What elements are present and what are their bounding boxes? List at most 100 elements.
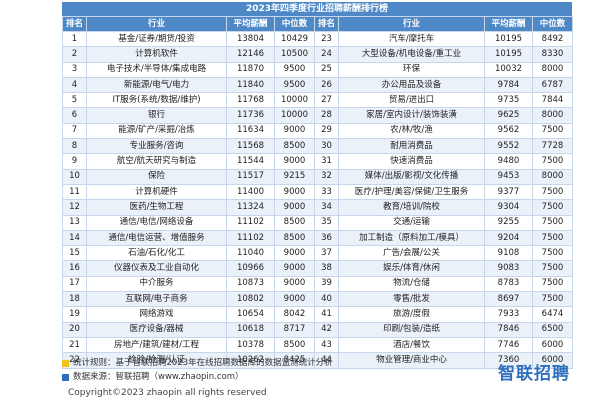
source-text: 数据来源：智联招聘（www.zhaopin.com） (73, 372, 244, 382)
cell-median: 7500 (532, 275, 573, 293)
cell-median: 7500 (532, 183, 573, 201)
cell-rank: 25 (314, 61, 339, 78)
cell-median: 8492 (532, 30, 573, 48)
cell-avg-salary: 9255 (484, 214, 533, 231)
cell-industry: 检验/检测/认证 (86, 352, 227, 369)
cell-median: 8330 (532, 46, 573, 63)
cell-rank: 9 (62, 153, 87, 170)
cell-median: 8500 (274, 138, 315, 155)
cell-rank: 8 (62, 138, 87, 155)
cell-median: 7500 (532, 229, 573, 247)
cell-industry: 计算机硬件 (86, 183, 227, 201)
cell-industry: 农/林/牧/渔 (338, 122, 485, 140)
cell-rank: 12 (62, 199, 87, 216)
cell-industry: 通信/电信/网络设备 (86, 214, 227, 231)
cell-avg-salary: 12146 (226, 46, 275, 63)
cell-avg-salary: 10195 (484, 46, 533, 63)
cell-median: 8717 (274, 321, 315, 338)
cell-industry: 汽车/摩托车 (338, 30, 485, 48)
cell-rank: 13 (62, 214, 87, 231)
cell-avg-salary: 11736 (226, 107, 275, 124)
cell-median: 9000 (274, 275, 315, 293)
cell-industry: 互联网/电子商务 (86, 291, 227, 308)
yellow-square-icon (62, 359, 69, 367)
table-row: 21 房地产/建筑/建材/工程 10378 8500 43 酒店/餐饮 7746 6000 (62, 336, 573, 354)
header-rank: 排名 (314, 16, 339, 32)
cell-median: 8000 (532, 61, 573, 78)
cell-rank: 2 (62, 46, 87, 63)
cell-avg-salary: 7360 (484, 352, 533, 369)
cell-avg-salary: 10378 (226, 336, 275, 354)
cell-median: 7500 (532, 245, 573, 262)
cell-avg-salary: 7846 (484, 321, 533, 338)
table-row: 13 通信/电信/网络设备 11102 8500 35 交通/运输 9255 7500 (62, 214, 573, 231)
cell-median: 8425 (274, 352, 315, 369)
cell-industry: 房地产/建筑/建材/工程 (86, 336, 227, 354)
cell-rank: 36 (314, 229, 339, 247)
cell-rank: 41 (314, 306, 339, 323)
cell-avg-salary: 11840 (226, 76, 275, 94)
table-row: 9 航空/航天研究与制造 11544 9000 31 快速消费品 9480 7500 (62, 153, 573, 170)
footer-notes: 统计规则：基于智联招聘2023年在线招聘数据库的数据监测统计分析 数据来源：智联… (62, 356, 582, 384)
cell-median: 7500 (532, 122, 573, 140)
cell-industry: 保险 (86, 168, 227, 185)
cell-rank: 4 (62, 76, 87, 94)
cell-rank: 31 (314, 153, 339, 170)
cell-avg-salary: 9083 (484, 260, 533, 277)
cell-median: 9000 (274, 260, 315, 277)
cell-industry: 医药/生物工程 (86, 199, 227, 216)
cell-median: 8000 (532, 107, 573, 124)
cell-median: 9000 (274, 122, 315, 140)
cell-industry: 快速消费品 (338, 153, 485, 170)
table-row: 20 医疗设备/器械 10618 8717 42 印刷/包装/造纸 7846 6500 (62, 321, 573, 338)
cell-rank: 6 (62, 107, 87, 124)
cell-rank: 19 (62, 306, 87, 323)
cell-rank: 14 (62, 229, 87, 247)
cell-industry: 计算机软件 (86, 46, 227, 63)
cell-industry: IT服务(系统/数据/维护) (86, 92, 227, 109)
cell-rank: 34 (314, 199, 339, 216)
cell-rank: 20 (62, 321, 87, 338)
cell-avg-salary: 10966 (226, 260, 275, 277)
cell-rank: 44 (314, 352, 339, 369)
cell-rank: 29 (314, 122, 339, 140)
table-row: 11 计算机硬件 11400 9000 33 医疗/护理/美容/保健/卫生服务 9377 75… (62, 183, 573, 201)
cell-industry: 贸易/进出口 (338, 92, 485, 109)
cell-avg-salary: 10802 (226, 291, 275, 308)
cell-median: 7500 (532, 214, 573, 231)
cell-avg-salary: 11544 (226, 153, 275, 170)
cell-avg-salary: 10262 (226, 352, 275, 369)
cell-avg-salary: 9735 (484, 92, 533, 109)
table-row: 8 专业服务/咨询 11568 8500 30 耐用消费品 9552 7728 (62, 138, 573, 155)
table-row: 7 能源/矿产/采掘/冶炼 11634 9000 29 农/林/牧/渔 9562 7500 (62, 122, 573, 140)
cell-median: 7500 (532, 153, 573, 170)
cell-industry: 网络游戏 (86, 306, 227, 323)
cell-median: 7500 (532, 260, 573, 277)
cell-industry: 大型设备/机电设备/重工业 (338, 46, 485, 63)
cell-avg-salary: 11517 (226, 168, 275, 185)
cell-avg-salary: 9480 (484, 153, 533, 170)
table-row: 1 基金/证券/期货/投资 13804 10429 23 汽车/摩托车 10195 8492 (62, 30, 573, 48)
cell-industry: 广告/会展/公关 (338, 245, 485, 262)
cell-avg-salary: 7746 (484, 336, 533, 354)
cell-median: 10000 (274, 107, 315, 124)
table-row: 10 保险 11517 9215 32 媒体/出版/影视/文化传播 9453 8000 (62, 168, 573, 185)
cell-median: 8500 (274, 214, 315, 231)
cell-rank: 40 (314, 291, 339, 308)
cell-avg-salary: 8783 (484, 275, 533, 293)
cell-avg-salary: 11870 (226, 61, 275, 78)
cell-industry: 媒体/出版/影视/文化传播 (338, 168, 485, 185)
cell-median: 7844 (532, 92, 573, 109)
cell-rank: 17 (62, 275, 87, 293)
cell-industry: 中介服务 (86, 275, 227, 293)
cell-rank: 21 (62, 336, 87, 354)
cell-median: 6500 (532, 321, 573, 338)
cell-median: 10500 (274, 46, 315, 63)
cell-rank: 18 (62, 291, 87, 308)
cell-industry: 基金/证券/期货/投资 (86, 30, 227, 48)
cell-median: 8042 (274, 306, 315, 323)
stat-rule-note: 统计规则：基于智联招聘2023年在线招聘数据库的数据监测统计分析 (62, 356, 582, 370)
header-industry: 行业 (338, 16, 485, 32)
cell-industry: 专业服务/咨询 (86, 138, 227, 155)
cell-rank: 1 (62, 30, 87, 48)
